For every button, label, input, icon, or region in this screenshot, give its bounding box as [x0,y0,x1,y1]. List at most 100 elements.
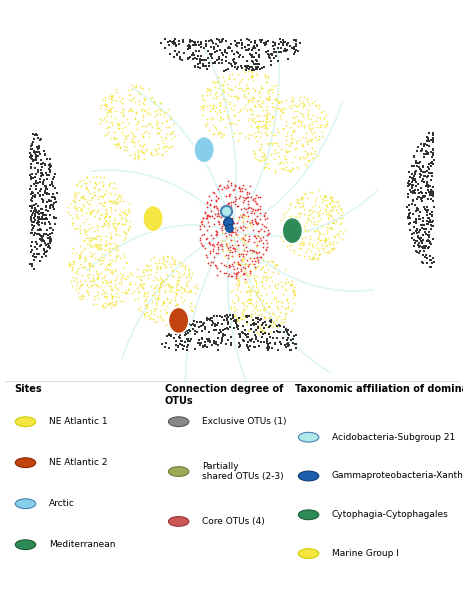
Point [281,284,288,294]
Point [138,129,145,139]
Point [42,159,49,169]
Point [138,271,145,281]
Point [52,213,59,223]
Point [213,263,221,273]
Point [83,172,90,181]
Point [234,92,242,102]
Point [219,219,226,229]
Point [85,199,93,209]
Point [33,239,40,249]
Point [33,229,41,239]
Point [27,215,34,225]
Point [196,235,203,244]
Point [115,119,123,128]
Point [72,273,80,283]
Point [134,150,141,159]
Point [238,235,246,244]
Point [300,147,308,156]
Point [240,326,248,335]
Point [203,102,211,111]
Point [236,184,243,193]
Point [41,151,49,161]
Point [280,218,287,228]
Point [313,219,320,228]
Point [34,213,42,223]
Point [112,196,119,206]
Point [277,47,284,57]
Point [240,211,247,221]
Point [412,166,419,176]
Point [43,214,50,223]
Point [160,259,168,268]
Point [226,84,234,94]
Point [83,280,91,289]
Point [205,36,212,46]
Point [134,286,141,296]
Point [229,313,236,322]
Point [130,137,138,147]
Point [323,240,330,250]
Point [258,262,266,272]
Point [220,228,228,238]
Point [276,104,283,114]
Point [153,116,160,126]
Point [305,231,313,241]
Point [124,130,131,140]
Point [38,168,46,178]
Point [104,219,112,228]
Point [299,100,306,110]
Point [287,328,294,337]
Point [426,190,434,199]
Point [105,220,113,229]
Point [325,198,332,208]
Point [94,240,102,249]
Point [28,154,35,164]
Point [415,248,422,258]
Point [119,219,126,229]
Point [328,204,336,214]
Point [131,113,138,123]
Point [421,181,429,191]
Point [181,262,188,272]
Point [239,251,246,261]
Point [37,177,44,187]
Point [71,203,78,213]
Point [288,216,295,226]
Point [198,110,205,120]
Point [93,207,100,217]
Point [213,238,221,247]
Point [304,149,311,159]
Point [418,196,425,205]
Point [205,314,212,324]
Point [214,193,222,203]
Point [232,237,240,246]
Point [240,270,247,279]
Point [227,271,235,281]
Point [287,335,294,344]
Point [111,244,118,254]
Point [299,201,306,210]
Point [296,192,304,202]
Point [100,189,108,199]
Point [272,322,280,332]
Point [201,325,209,334]
Point [78,193,86,202]
Point [27,201,34,210]
Point [268,98,275,108]
Point [287,166,294,176]
Point [281,314,288,323]
Point [158,118,165,128]
Point [213,55,220,65]
Point [222,232,229,241]
Point [173,279,181,288]
Point [225,229,232,238]
Point [95,213,103,223]
Point [149,275,156,285]
Point [257,262,265,272]
Point [168,133,175,143]
Point [321,201,328,210]
Point [214,41,221,51]
Point [80,235,87,245]
Point [212,326,219,335]
Point [237,83,244,93]
